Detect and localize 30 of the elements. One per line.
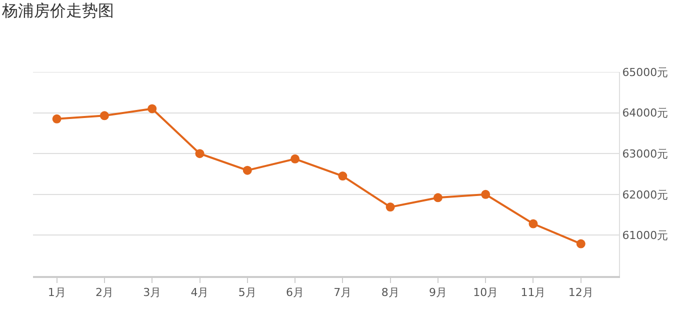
chart-title: 杨浦房价走势图 xyxy=(1,1,114,20)
point xyxy=(338,172,348,181)
y-tick-label: 65000元 xyxy=(622,66,668,79)
point xyxy=(290,154,300,164)
x-tick-label: 1月 xyxy=(48,286,66,300)
point xyxy=(576,239,586,248)
x-tick-label: 3月 xyxy=(143,286,162,300)
y-tick-label: 64000元 xyxy=(622,106,668,120)
y-tick-label: 61000元 xyxy=(622,229,668,242)
point xyxy=(481,190,490,199)
y-tick-label: 62000元 xyxy=(622,188,668,202)
point xyxy=(386,202,395,212)
x-tick-label: 10月 xyxy=(473,286,498,300)
point xyxy=(242,166,252,175)
x-tick-label: 11月 xyxy=(520,286,546,300)
point xyxy=(148,104,157,114)
x-tick-label: 12月 xyxy=(568,286,594,300)
point xyxy=(195,149,204,158)
x-tick-label: 7月 xyxy=(334,286,352,300)
point xyxy=(433,193,442,202)
point xyxy=(52,114,62,124)
y-tick-label: 63000元 xyxy=(622,147,668,160)
x-tick-label: 5月 xyxy=(238,286,256,300)
point xyxy=(528,219,538,228)
x-tick-label: 4月 xyxy=(190,286,209,300)
x-tick-label: 9月 xyxy=(428,286,447,300)
x-tick-label: 2月 xyxy=(95,286,114,300)
x-tick-label: 8月 xyxy=(381,286,400,300)
point xyxy=(100,111,109,120)
x-tick-label: 6月 xyxy=(286,286,304,300)
